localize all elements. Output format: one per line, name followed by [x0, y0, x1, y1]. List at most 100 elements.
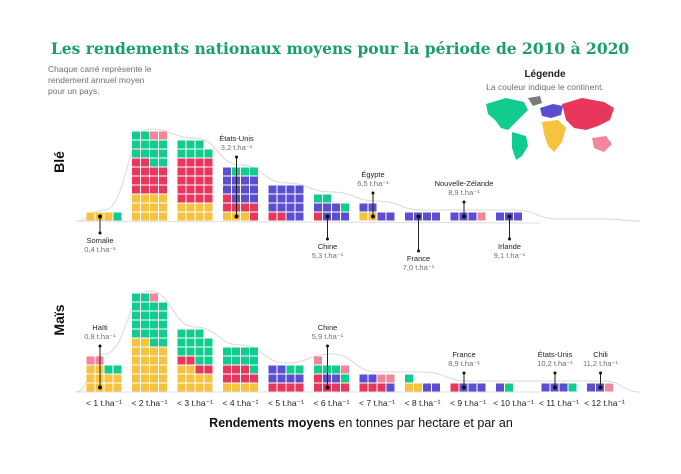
waffle-square [186, 203, 195, 212]
waffle-square [432, 212, 440, 221]
waffle-square [177, 194, 186, 203]
waffle-square [241, 185, 249, 194]
waffle-square [195, 176, 204, 185]
annotation-dot [462, 214, 466, 219]
waffle-square [232, 365, 240, 374]
waffle-square [241, 203, 249, 212]
waffle-square [514, 212, 522, 221]
waffle-square [286, 212, 295, 221]
waffle-square [195, 185, 204, 194]
waffle-square [241, 365, 249, 374]
waffle-square [250, 356, 258, 365]
waffle-square [195, 374, 204, 383]
annotation-dot [98, 385, 102, 390]
waffle-square [450, 383, 459, 392]
waffle-square [341, 365, 349, 374]
x-axis-title: Rendements moyens en tonnes par hectare … [209, 416, 513, 430]
waffle-square [186, 140, 195, 149]
waffle-square [159, 149, 167, 158]
annotation-dot [371, 214, 375, 219]
waffle-square [223, 212, 231, 221]
waffle-square [177, 356, 186, 365]
waffle-square [195, 212, 204, 221]
waffle-square [195, 158, 204, 167]
annotation-country: France [407, 254, 430, 263]
waffle-square [323, 203, 331, 212]
annotation-country: Égypte [361, 170, 384, 179]
waffle-square [359, 383, 368, 392]
waffle-square [250, 194, 258, 203]
waffle-square [341, 203, 349, 212]
waffle-square [141, 293, 149, 302]
waffle-square [223, 356, 231, 365]
waffle-square [104, 212, 113, 221]
waffle-square [159, 131, 167, 140]
waffle-square [223, 185, 231, 194]
waffle-square [314, 374, 322, 383]
annotation-end [371, 191, 375, 195]
annotation-end [599, 371, 602, 375]
waffle-square [86, 212, 95, 221]
waffle-square [277, 203, 286, 212]
waffle-square [250, 167, 258, 176]
annotation-dot [234, 214, 239, 219]
waffle-square [241, 176, 249, 185]
waffle-square [132, 212, 140, 221]
waffle-square [277, 185, 286, 194]
waffle-square [359, 212, 368, 221]
waffle-square [405, 374, 413, 383]
waffle-square [277, 365, 286, 374]
waffle-square [223, 176, 231, 185]
waffle-square [186, 149, 195, 158]
waffle-square [605, 383, 613, 392]
waffle-square [104, 383, 113, 392]
annotation-country: Chine [318, 323, 338, 332]
waffle-square [150, 383, 158, 392]
waffle-square [132, 149, 140, 158]
waffle-square [286, 185, 295, 194]
map-north-america [486, 98, 528, 130]
waffle-square [150, 203, 158, 212]
waffle-square [177, 185, 186, 194]
waffle-square [295, 185, 304, 194]
waffle-square [150, 347, 158, 356]
waffle-square [368, 383, 377, 392]
waffle-square [250, 383, 258, 392]
waffle-square [286, 203, 295, 212]
waffle-square [186, 347, 195, 356]
waffle-square [195, 356, 204, 365]
waffle-square [132, 329, 140, 338]
waffle-square [204, 347, 213, 356]
waffle-square [159, 140, 167, 149]
waffle-square [159, 176, 167, 185]
waffle-square [195, 167, 204, 176]
waffle-square [132, 302, 140, 311]
waffle-square [204, 338, 213, 347]
waffle-square [141, 311, 149, 320]
series-ble [86, 131, 522, 221]
waffle-square [132, 347, 140, 356]
waffle-square [186, 176, 195, 185]
waffle-square [232, 356, 240, 365]
waffle-square [186, 167, 195, 176]
waffle-square [386, 212, 395, 221]
waffle-square [186, 374, 195, 383]
waffle-square [204, 212, 213, 221]
waffle-square [505, 383, 513, 392]
waffle-square [141, 383, 149, 392]
annotation-end [98, 344, 102, 348]
waffle-square [232, 347, 240, 356]
annotation-country: États-Unis [538, 350, 573, 359]
waffle-square [132, 194, 140, 203]
waffle-square [159, 302, 167, 311]
waffle-square [204, 356, 213, 365]
waffle-square [223, 365, 231, 374]
waffle-square [250, 185, 258, 194]
waffle-square [559, 383, 568, 392]
waffle-square [132, 185, 140, 194]
waffle-square [177, 374, 186, 383]
